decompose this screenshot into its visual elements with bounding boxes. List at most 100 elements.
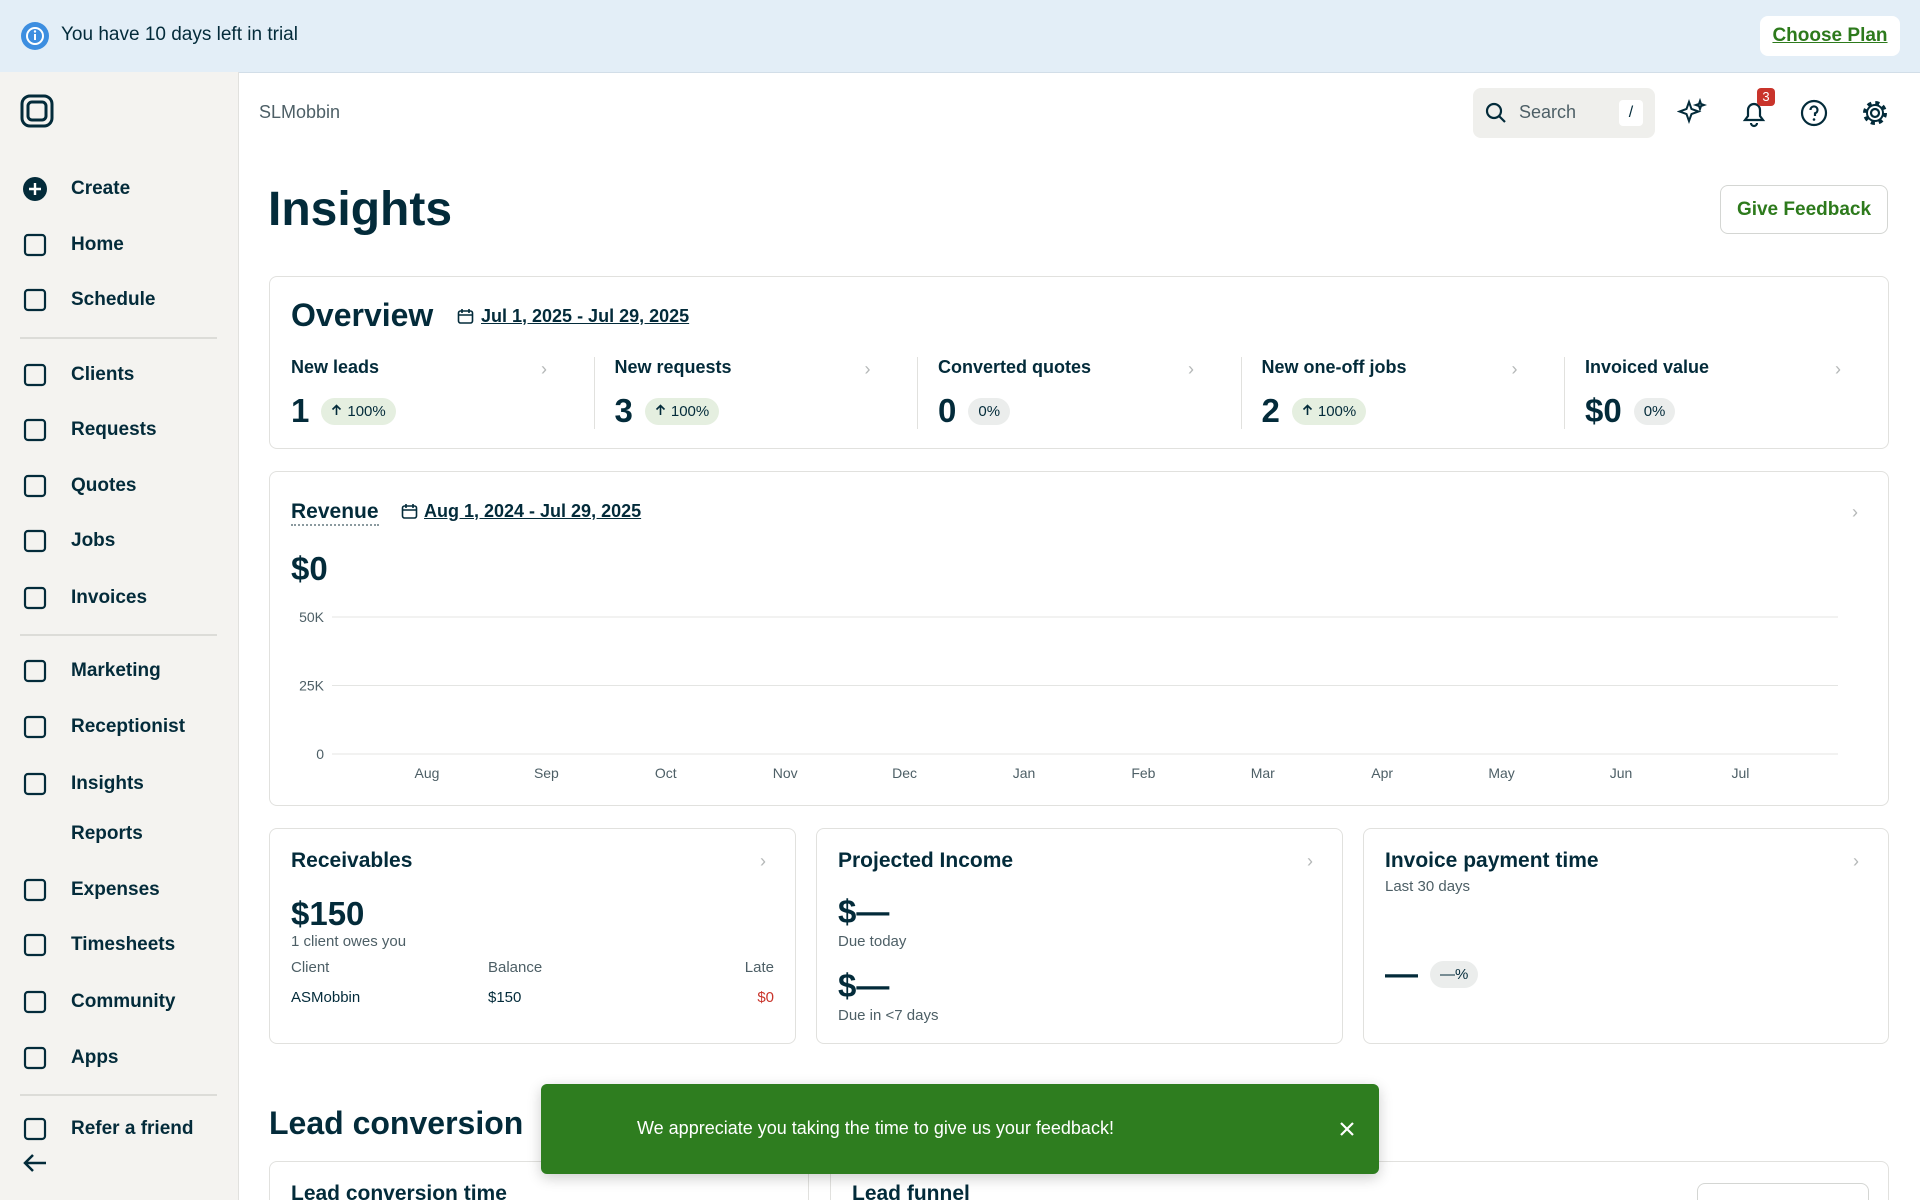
- client-late: $0: [757, 989, 774, 1006]
- settings-icon[interactable]: [1860, 98, 1890, 128]
- change-value: 100%: [670, 402, 710, 420]
- nav-item[interactable]: Invoices: [0, 578, 238, 618]
- revenue-total: $0: [291, 550, 328, 587]
- chevron[interactable]: ›: [1511, 359, 1518, 379]
- ai-icon[interactable]: [1677, 98, 1707, 128]
- info-icon: [21, 22, 49, 50]
- collapse-icon[interactable]: [22, 1152, 48, 1174]
- nav-item[interactable]: Schedule: [0, 280, 238, 320]
- nav-icon: [23, 1046, 47, 1070]
- client-name[interactable]: ASMobbin: [291, 989, 361, 1006]
- metric[interactable]: New requests 3 100%: [615, 357, 905, 430]
- give-feedback-button[interactable]: Give Feedback: [1720, 185, 1888, 234]
- sidebar: Create Home Schedule Clients Requests Quotes J…: [0, 72, 239, 1200]
- up-arrow: [655, 403, 665, 415]
- x-tick-label: Sep: [534, 765, 559, 781]
- section-title: Lead conversion: [269, 1105, 524, 1141]
- nav-label: Receptionist: [71, 716, 186, 737]
- nav-item[interactable]: Apps: [0, 1038, 238, 1078]
- metric-value-row: 2 100%: [1262, 392, 1552, 430]
- help-icon[interactable]: [1799, 98, 1829, 128]
- metric-value: 2: [1261, 392, 1280, 429]
- nav-item[interactable]: Create: [0, 169, 238, 209]
- chevron[interactable]: ›: [1835, 359, 1841, 379]
- nav-item[interactable]: Timesheets: [0, 925, 238, 965]
- invoice-payment-time-card: Invoice payment time › Last 30 days — —%: [1363, 828, 1889, 1044]
- nav-item[interactable]: Community: [0, 982, 238, 1022]
- nav-icon: [23, 474, 47, 498]
- chevron[interactable]: ›: [1188, 359, 1194, 379]
- change-pill: 100%: [321, 397, 396, 425]
- overview-date-range[interactable]: Jul 1, 2025 - Jul 29, 2025: [481, 306, 690, 326]
- metric[interactable]: New leads 1 100%: [291, 357, 581, 430]
- x-tick-label: May: [1488, 765, 1514, 781]
- chevron[interactable]: ›: [1852, 502, 1858, 522]
- income-value: $—: [838, 967, 890, 1004]
- change-value: 100%: [347, 402, 386, 420]
- value: —: [1385, 955, 1418, 992]
- nav-item[interactable]: Receptionist: [0, 707, 238, 747]
- chevron[interactable]: ›: [1307, 851, 1313, 871]
- calendar-icon: [401, 504, 418, 519]
- y-tick-label: 50K: [299, 609, 325, 625]
- separator: [1240, 357, 1242, 429]
- nav-item[interactable]: Refer a friend: [0, 1109, 238, 1149]
- icon-shape: [23, 659, 47, 683]
- metric-label: New one-off jobs: [1261, 357, 1407, 377]
- nav-label: Invoices: [71, 587, 148, 608]
- nav-item[interactable]: Requests: [0, 410, 238, 450]
- breadcrumb[interactable]: SLMobbin: [259, 102, 341, 122]
- nav-label: Requests: [71, 419, 157, 440]
- change-pill: —%: [1430, 960, 1479, 988]
- chevron[interactable]: ›: [1853, 851, 1859, 871]
- card-button[interactable]: [1697, 1183, 1869, 1200]
- nav-icon: [23, 529, 47, 553]
- nav-item[interactable]: Reports: [0, 814, 238, 854]
- chevron[interactable]: ›: [864, 359, 871, 379]
- nav-label: Timesheets: [71, 934, 176, 955]
- metric[interactable]: Invoiced value $0 0%: [1585, 357, 1875, 430]
- income-value: $—: [838, 893, 890, 930]
- nav-item[interactable]: Quotes: [0, 466, 238, 506]
- metric-value-row: 1 100%: [291, 392, 581, 430]
- chevron[interactable]: ›: [541, 359, 547, 379]
- metric[interactable]: Converted quotes 0 0%: [938, 357, 1228, 430]
- choose-plan-button[interactable]: Choose Plan: [1760, 16, 1900, 56]
- nav-item[interactable]: Marketing: [0, 651, 238, 691]
- metric-label: New leads: [291, 357, 380, 377]
- trial-banner: You have 10 days left in trial Choose Pl…: [0, 0, 1920, 73]
- toast-text: We appreciate you taking the time to giv…: [637, 1118, 1114, 1138]
- nav-item[interactable]: Jobs: [0, 521, 238, 561]
- client-balance: $150: [488, 989, 522, 1006]
- chevron[interactable]: ›: [760, 851, 766, 871]
- banner-text: You have 10 days left in trial: [61, 24, 298, 45]
- logo: [20, 94, 54, 128]
- icon-shape: [23, 586, 47, 610]
- receivables-total: $150: [291, 895, 365, 932]
- revenue-title[interactable]: Revenue: [291, 500, 379, 526]
- x-tick-label: Jul: [1731, 765, 1749, 781]
- bell-icon[interactable]: [1739, 98, 1769, 128]
- icon-shape: [23, 878, 47, 902]
- toast-close[interactable]: [1339, 1121, 1355, 1137]
- column-header: Client: [291, 959, 330, 976]
- search-box[interactable]: Search /: [1473, 88, 1655, 138]
- nav-icon: [23, 586, 47, 610]
- metric-value: 3: [614, 392, 633, 429]
- x-tick-label: Jan: [1013, 765, 1036, 781]
- nav-item[interactable]: Expenses: [0, 870, 238, 910]
- nav-item[interactable]: Insights: [0, 764, 238, 804]
- metric[interactable]: New one-off jobs 2 100%: [1262, 357, 1552, 430]
- icon-shape: [29, 183, 41, 195]
- nav-label: Jobs: [71, 530, 116, 551]
- nav-item[interactable]: Clients: [0, 355, 238, 395]
- nav-item[interactable]: Home: [0, 225, 238, 265]
- card-title: Lead conversion time: [291, 1182, 507, 1200]
- toast: We appreciate you taking the time to giv…: [541, 1084, 1379, 1174]
- change-pill: 0%: [1633, 397, 1676, 425]
- revenue-date-range[interactable]: Aug 1, 2024 - Jul 29, 2025: [424, 501, 642, 521]
- separator: [917, 357, 918, 429]
- revenue-card: Revenue Aug 1, 2024 - Jul 29, 2025 › $0 …: [269, 471, 1889, 806]
- nav-icon: [23, 177, 47, 201]
